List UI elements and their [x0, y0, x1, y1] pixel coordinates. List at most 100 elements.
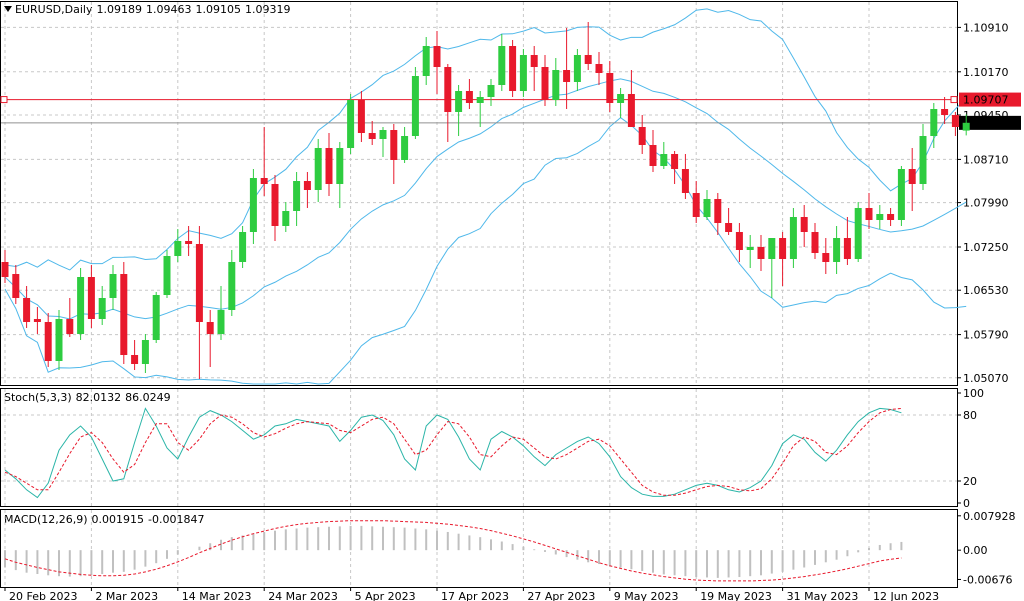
candle-bear: [303, 181, 311, 190]
candle-bear: [260, 178, 268, 184]
candle-bear: [714, 199, 722, 223]
candle-bull: [552, 70, 560, 100]
pane-frame-macd: [0, 509, 958, 588]
candle-bear: [595, 64, 603, 73]
candle-bear: [822, 253, 830, 262]
candle-bear: [811, 232, 819, 253]
candle-bull: [293, 181, 301, 211]
x-tick-label: 9 May 2023: [614, 590, 679, 601]
candle-bear: [357, 100, 365, 133]
candle-bull: [897, 169, 905, 220]
candle-bull: [930, 109, 938, 136]
candle-bear: [509, 46, 517, 91]
stoch-k-value: 82.0132: [75, 391, 122, 404]
candle-bull: [239, 232, 247, 262]
candle-bear: [627, 94, 635, 127]
candle-bull: [249, 178, 257, 232]
candle-bull: [746, 247, 754, 250]
candle-bear: [185, 241, 193, 244]
candle-bear: [444, 67, 452, 112]
x-tick-label: 20 Feb 2023: [9, 590, 77, 601]
candle-bull: [703, 199, 711, 217]
macd-main-value: 0.001915: [91, 513, 145, 526]
candle-bull: [336, 148, 344, 184]
y-tick-label: 1.10170: [963, 66, 1009, 79]
stoch-header: Stoch(5,3,3) 82.0132 86.0249: [4, 391, 175, 404]
candle-bear: [390, 130, 398, 160]
y-tick-label: 1.05070: [963, 372, 1009, 385]
candle-bear: [195, 244, 203, 322]
candle-bull: [152, 295, 160, 340]
macd-header: MACD(12,26,9) 0.001915 -0.001847: [4, 513, 209, 526]
candle-bear: [66, 319, 74, 334]
x-tick-label: 19 May 2023: [700, 590, 772, 601]
candle-bull: [347, 100, 355, 148]
candle-bear: [465, 91, 473, 103]
open-value: 1.09189: [96, 3, 142, 16]
candle-bull: [660, 154, 668, 166]
candle-bear: [433, 46, 441, 67]
last-price-label-bg: [959, 115, 1021, 130]
candle-bull: [314, 148, 322, 190]
candle-bear: [1, 262, 9, 277]
low-value: 1.09105: [195, 3, 241, 16]
candle-bull: [163, 256, 171, 295]
candle-bull: [411, 76, 419, 136]
candle-bull: [422, 46, 430, 76]
candle-bull: [98, 298, 106, 319]
candle-bear: [325, 148, 333, 184]
x-tick-label: 27 Apr 2023: [527, 590, 595, 601]
candle-bear: [779, 238, 787, 259]
price-alert-handle-left: [0, 96, 8, 104]
macd-y-tick-label: -0.00676: [963, 573, 1012, 586]
candle-bear: [368, 133, 376, 139]
x-tick-label: 5 Apr 2023: [355, 590, 416, 601]
y-tick-label: 1.10910: [963, 21, 1009, 34]
candle-bull: [55, 319, 63, 361]
candle-bear: [908, 169, 916, 184]
x-tick-label: 31 May 2023: [787, 590, 859, 601]
macd-signal-line: [4, 520, 902, 582]
y-tick-label: 1.07250: [963, 241, 1009, 254]
symbol-header: EURUSD,Daily 1.09189 1.09463 1.09105 1.09319: [4, 3, 294, 16]
candle-bull: [573, 55, 581, 82]
candle-bear: [530, 55, 538, 67]
chevron-down-icon[interactable]: [4, 6, 12, 12]
candle-bear: [887, 214, 895, 220]
stoch-signal-line: [4, 407, 902, 496]
candle-bull: [379, 130, 387, 139]
x-tick-label: 2 Mar 2023: [95, 590, 158, 601]
y-tick-label: 1.06530: [963, 284, 1009, 297]
candle-bear: [33, 319, 41, 322]
pane-frame-stoch: [0, 388, 958, 507]
candle-bull: [498, 46, 506, 85]
bollinger-lower-band: [4, 117, 967, 385]
stoch-name: Stoch(5,3,3): [4, 391, 72, 404]
pane-frame-main: [0, 1, 958, 386]
y-tick-label: 1.05790: [963, 329, 1009, 342]
x-tick-label: 12 Jun 2023: [873, 590, 939, 601]
candle-bear: [692, 193, 700, 217]
stoch-y-tick-label: 20: [963, 475, 977, 488]
y-tick-label: 1.08710: [963, 153, 1009, 166]
candle-bear: [735, 232, 743, 250]
candle-bull: [789, 217, 797, 259]
candle-bull: [109, 274, 117, 298]
price-alert-label: 1.09707: [963, 94, 1009, 107]
candle-bear: [131, 355, 139, 364]
candle-bear: [649, 145, 657, 166]
candle-bear: [681, 169, 689, 193]
high-value: 1.09463: [145, 3, 192, 16]
last-price-label: 1.09319: [963, 117, 1009, 130]
candle-bear: [120, 274, 128, 355]
candle-bull: [282, 211, 290, 226]
stoch-y-tick-label: 80: [963, 409, 977, 422]
price-alert-label-bg: [959, 92, 1021, 107]
candle-bull: [401, 136, 409, 160]
candle-bull: [455, 91, 463, 112]
bollinger-upper-band: [4, 8, 967, 271]
candle-bull: [217, 310, 225, 334]
x-tick-label: 14 Mar 2023: [182, 590, 252, 601]
candle-bull: [919, 136, 927, 184]
